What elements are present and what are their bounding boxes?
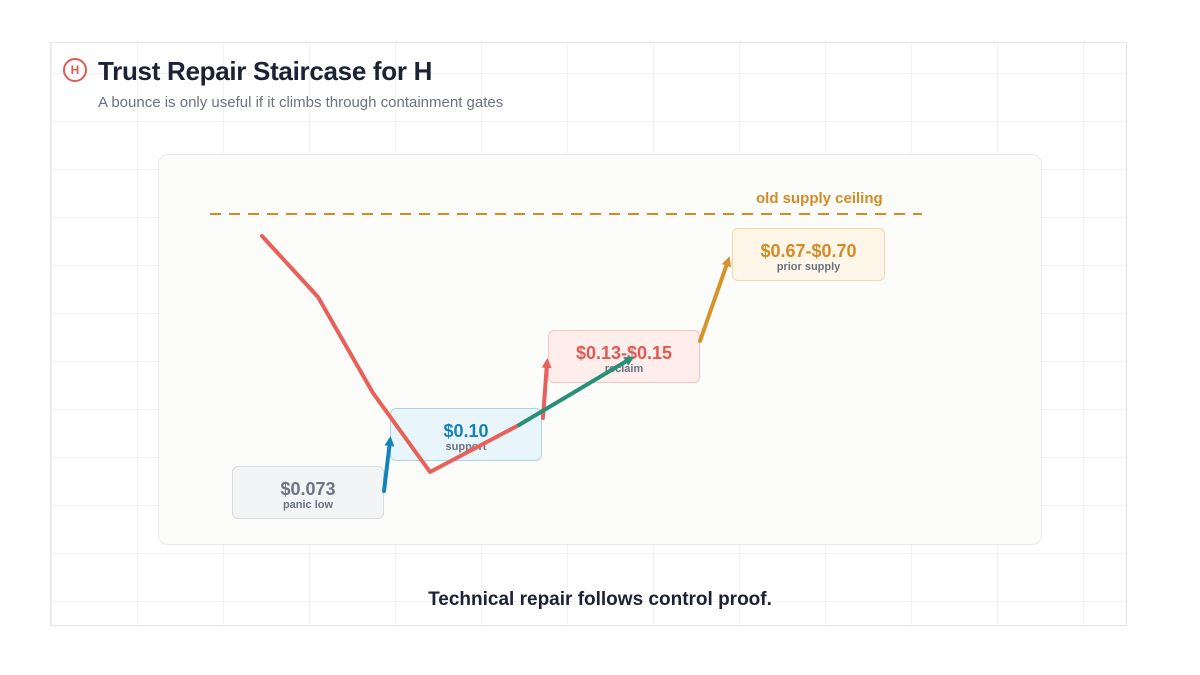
support-step-arrow <box>382 436 395 493</box>
level-price: $0.10 <box>443 421 489 441</box>
level-label: prior supply <box>776 261 841 273</box>
level-box-panic-low: $0.073 panic low <box>232 466 384 519</box>
level-price: $0.67-$0.70 <box>760 241 857 261</box>
level-label: panic low <box>282 499 334 511</box>
decline-path <box>260 234 521 474</box>
level-label: support <box>445 441 487 453</box>
level-price: $0.073 <box>280 479 336 499</box>
recovery-arrow <box>517 356 635 427</box>
page-subtitle: A bounce is only useful if it climbs thr… <box>98 94 504 111</box>
level-box-prior-supply: $0.67-$0.70 prior supply <box>732 228 885 281</box>
h-logo-icon: H <box>63 58 87 82</box>
ceiling-label: old supply ceiling <box>756 190 883 207</box>
footer-caption: Technical repair follows control proof. <box>428 589 772 610</box>
page-title: Trust Repair Staircase for H <box>98 56 433 86</box>
level-price: $0.13-$0.15 <box>575 343 673 363</box>
prior-supply-arrow <box>698 256 732 343</box>
